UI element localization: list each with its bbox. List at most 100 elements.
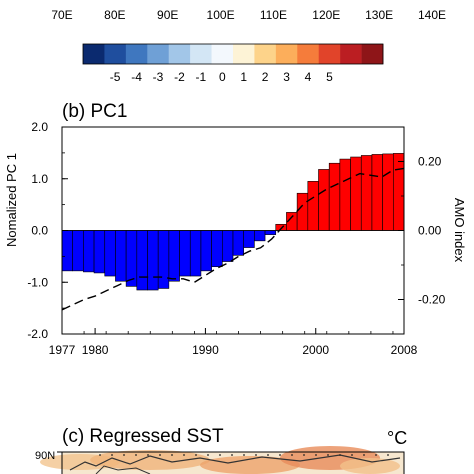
- pc1-bar: [264, 230, 277, 235]
- map-significance-dot: [351, 454, 353, 456]
- y-left-tick-label: 1.0: [31, 172, 48, 186]
- pc1-bar: [243, 230, 255, 248]
- map-significance-dot: [255, 454, 257, 456]
- colorbar-swatch: [83, 44, 105, 64]
- pc1-bar: [168, 230, 180, 282]
- pc1-bar: [254, 230, 266, 242]
- map-significance-dot: [279, 454, 281, 456]
- top-axis-tick-label: 80E: [104, 8, 125, 22]
- y-left-tick-label: 2.0: [31, 120, 48, 134]
- map-significance-dot: [123, 454, 125, 456]
- colorbar-tick-label: -5: [110, 70, 121, 84]
- x-tick-label: 2008: [391, 343, 418, 357]
- colorbar-tick-label: -3: [153, 70, 164, 84]
- pc1-bar: [83, 230, 95, 273]
- y-axis-left: 2.0 1.0 0.0 -1.0 -2.0: [27, 120, 68, 341]
- map-significance-dot: [159, 454, 161, 456]
- pc1-bar: [104, 230, 116, 277]
- colorbar-labels: -5 -4 -3 -2 -1 0 1 2 3 4 5: [110, 70, 333, 84]
- colorbar-swatch: [211, 44, 234, 64]
- y-left-tick-label: -2.0: [27, 327, 48, 341]
- pc1-bar: [136, 230, 148, 291]
- colorbar-swatch: [275, 44, 298, 64]
- map-significance-dot: [303, 454, 305, 456]
- pc1-bar: [93, 230, 106, 274]
- colorbar: [82, 43, 384, 65]
- map-significance-dot: [339, 454, 341, 456]
- map-significance-dot: [267, 454, 269, 456]
- top-axis-tick-label: 70E: [51, 8, 72, 22]
- y-axis-right-label: AMO index: [452, 198, 467, 263]
- map-significance-dot: [183, 454, 185, 456]
- colorbar-tick-label: -2: [174, 70, 185, 84]
- map-significance-dot: [147, 454, 149, 456]
- panel-c-title: (c) Regressed SST: [62, 426, 224, 447]
- top-axis-tick-label: 90E: [157, 8, 178, 22]
- y-left-tick-label: -1.0: [27, 275, 48, 289]
- pc1-bar: [61, 230, 73, 272]
- colorbar-swatch: [340, 44, 362, 64]
- colorbar-swatch: [168, 44, 191, 64]
- y-left-tick-label: 0.0: [31, 224, 48, 238]
- top-axis-tick-label: 110E: [260, 8, 287, 22]
- top-axis-tick-label: 140E: [418, 8, 446, 22]
- pc1-bar: [339, 158, 351, 231]
- pc1-bar: [382, 153, 394, 231]
- colorbar-tick-label: -1: [196, 70, 207, 84]
- map-significance-dot: [99, 454, 101, 456]
- pc1-bar: [307, 181, 319, 231]
- panel-c-unit: °C: [387, 428, 407, 448]
- map-coastline: [95, 465, 151, 474]
- y-right-tick-label: 0.00: [418, 224, 442, 238]
- colorbar-tick-label: 0: [219, 70, 226, 84]
- pc1-bar: [72, 230, 84, 272]
- top-axis-tick-label: 100E: [207, 8, 235, 22]
- colorbar-tick-label: 1: [240, 70, 247, 84]
- pc1-bar: [125, 230, 138, 287]
- pc1-bar: [147, 230, 159, 291]
- colorbar-tick-label: -4: [131, 70, 142, 84]
- colorbar-tick-label: 5: [326, 70, 333, 84]
- colorbar-tick-label: 2: [262, 70, 269, 84]
- pc1-bar: [222, 230, 234, 262]
- pc1-bar: [200, 230, 212, 272]
- map-significance-dot: [207, 454, 209, 456]
- pc1-bar: [328, 162, 341, 231]
- y-right-tick-label: 0.20: [418, 155, 442, 169]
- colorbar-swatch: [125, 44, 148, 64]
- pc1-bar: [179, 230, 191, 277]
- map-significance-dot: [375, 454, 377, 456]
- map-significance-dot: [315, 454, 317, 456]
- map-lat-label: 90N: [35, 450, 55, 462]
- pc1-bars: [61, 153, 405, 291]
- map-significance-dot: [111, 454, 113, 456]
- x-tick-label: 1977: [49, 343, 76, 357]
- colorbar-tick-label: 3: [283, 70, 290, 84]
- sst-map-preview: [40, 446, 405, 474]
- map-frame: [61, 451, 405, 474]
- map-significance-dot: [327, 454, 329, 456]
- pc1-chart: 2.0 1.0 0.0 -1.0 -2.0 0.20 0.00 -0.20 1977 1980…: [4, 120, 467, 357]
- colorbar-frame: [82, 43, 384, 65]
- pc1-bar: [211, 230, 223, 268]
- pc1-bar: [393, 153, 405, 231]
- map-significance-dot: [135, 454, 137, 456]
- pc1-bar: [318, 169, 330, 231]
- map-patch: [90, 450, 210, 470]
- colorbar-swatch: [297, 44, 320, 64]
- top-axis-labels: 70E 80E 90E 100E 110E 120E 130E 140E: [51, 8, 446, 22]
- pc1-bar: [350, 156, 362, 231]
- pc1-bar: [371, 154, 383, 231]
- x-tick-label: 1980: [82, 343, 109, 357]
- map-significance-dot: [231, 454, 233, 456]
- amo-index-line: [61, 167, 405, 311]
- y-axis-right: 0.20 0.00 -0.20: [398, 126, 446, 335]
- colorbar-swatch: [190, 44, 212, 64]
- x-axis: 1977 1980 1990 2000 2008: [49, 328, 418, 357]
- colorbar-tick-label: 4: [305, 70, 312, 84]
- map-coastline: [69, 454, 401, 471]
- y-axis-left-label: Nomalized PC 1: [4, 153, 19, 247]
- y-right-tick-label: -0.20: [418, 293, 446, 307]
- map-significance-dot: [171, 454, 173, 456]
